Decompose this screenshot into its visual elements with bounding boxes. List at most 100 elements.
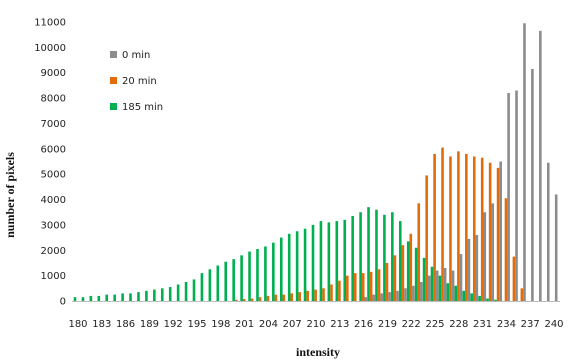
bar — [153, 289, 156, 301]
bar — [494, 299, 497, 301]
bar — [454, 285, 458, 301]
y-tick-label: 3000 — [41, 220, 66, 231]
legend-swatch — [110, 77, 117, 84]
bar — [398, 221, 402, 301]
bar — [546, 162, 550, 301]
bar — [258, 297, 262, 301]
bar — [192, 279, 196, 301]
bar — [465, 153, 468, 301]
y-tick-label: 2000 — [41, 246, 66, 257]
legend: 0 min 20 min 185 min — [110, 50, 163, 113]
x-axis-title: intensity — [296, 345, 340, 359]
bar — [412, 285, 415, 301]
x-tick-label: 216 — [354, 319, 373, 330]
bar — [248, 251, 251, 301]
bar — [224, 261, 228, 301]
bar — [200, 273, 204, 301]
y-tick-label: 1000 — [41, 271, 66, 282]
bar — [359, 212, 362, 301]
series-0-min — [364, 23, 558, 302]
bar — [367, 207, 370, 301]
bar — [105, 294, 109, 301]
bar — [338, 280, 341, 301]
bar — [443, 268, 447, 301]
bar — [290, 293, 294, 301]
bar — [121, 293, 124, 301]
bar — [330, 284, 333, 301]
bar — [383, 214, 386, 301]
bar — [250, 298, 254, 301]
bar — [364, 297, 368, 301]
bar — [295, 231, 299, 301]
bar — [129, 293, 132, 301]
bar — [319, 221, 323, 301]
bar — [531, 68, 534, 301]
bar — [306, 290, 309, 301]
bar — [216, 265, 220, 301]
x-tick-label: 228 — [449, 319, 468, 330]
bar — [433, 153, 436, 301]
bar — [422, 257, 426, 301]
bar — [480, 157, 484, 301]
bar — [234, 299, 238, 301]
x-tick-label: 195 — [187, 319, 206, 330]
y-tick-label: 10000 — [34, 43, 66, 54]
x-tick-label: 198 — [211, 319, 230, 330]
legend-swatch — [110, 51, 117, 58]
bar — [478, 295, 481, 301]
x-tick-label: 240 — [544, 319, 563, 330]
bar — [113, 294, 116, 301]
bar — [322, 288, 325, 301]
bar — [515, 90, 518, 302]
bar — [274, 294, 278, 301]
y-tick-label: 11000 — [34, 18, 66, 29]
bar — [523, 23, 526, 301]
bar — [377, 269, 381, 301]
bar — [491, 203, 495, 301]
bar — [380, 293, 383, 301]
bar — [499, 161, 502, 301]
bar — [472, 156, 476, 301]
bar — [160, 288, 164, 301]
x-tick-label: 204 — [259, 319, 278, 330]
bar — [303, 228, 307, 301]
bar — [385, 262, 389, 301]
bar — [279, 237, 283, 301]
bar — [346, 275, 349, 301]
bar — [462, 290, 466, 301]
legend-label: 20 min — [122, 76, 157, 87]
bar — [430, 266, 434, 301]
bar — [496, 167, 500, 301]
bar — [311, 224, 315, 301]
y-axis-title: number of pixels — [3, 152, 17, 238]
bar — [406, 241, 410, 301]
bar — [372, 294, 376, 301]
bar — [554, 194, 558, 301]
bar — [272, 242, 275, 301]
bar — [417, 203, 421, 301]
bar — [375, 209, 378, 301]
bar — [369, 271, 373, 301]
bar — [483, 212, 487, 301]
x-tick-label: 213 — [330, 319, 349, 330]
bar — [89, 295, 93, 301]
bar — [264, 246, 267, 301]
x-tick-label: 201 — [235, 319, 254, 330]
bar — [438, 275, 442, 301]
bar — [361, 273, 365, 301]
bar — [97, 295, 101, 301]
bar — [168, 287, 172, 301]
series-20-min — [234, 147, 524, 301]
bar — [208, 269, 212, 301]
bar — [335, 221, 339, 301]
bar — [351, 216, 354, 301]
x-tick-label: 192 — [164, 319, 183, 330]
y-tick-label: 6000 — [41, 144, 66, 155]
bar — [256, 249, 259, 301]
x-tick-label: 189 — [140, 319, 159, 330]
x-tick-labels: 180 183 186 189 192 195 198 201 204 207 210 213 216 2… — [68, 319, 563, 330]
bar — [396, 290, 399, 301]
bar — [451, 270, 455, 301]
bar — [266, 295, 270, 301]
